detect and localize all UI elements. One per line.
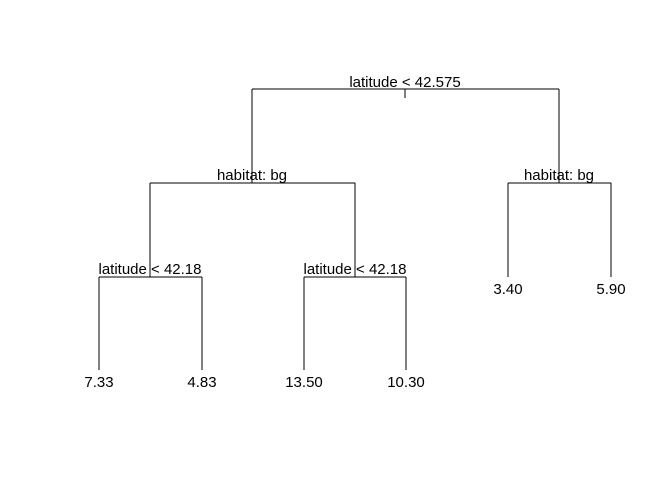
leaf-value: 4.83 [187, 374, 216, 391]
left-left-split-label: latitude < 42.18 [98, 261, 201, 278]
leaf-value: 13.50 [285, 374, 323, 391]
leaf-value: 3.40 [493, 281, 522, 298]
right-habitat-node: habitat: bg 3.40 5.90 [493, 167, 625, 298]
left-right-split-label: latitude < 42.18 [303, 261, 406, 278]
left-habitat-node: habitat: bg [149, 167, 356, 277]
leaf-value: 10.30 [387, 374, 425, 391]
root-node: latitude < 42.575 [251, 74, 560, 183]
right-habitat-split-label: habitat: bg [524, 167, 594, 184]
left-habitat-split-label: habitat: bg [217, 167, 287, 184]
left-left-latitude-node: latitude < 42.18 7.33 4.83 [84, 261, 216, 391]
leaf-value: 7.33 [84, 374, 113, 391]
root-split-label: latitude < 42.575 [349, 74, 460, 91]
left-right-latitude-node: latitude < 42.18 13.50 10.30 [285, 261, 425, 391]
leaf-value: 5.90 [596, 281, 625, 298]
